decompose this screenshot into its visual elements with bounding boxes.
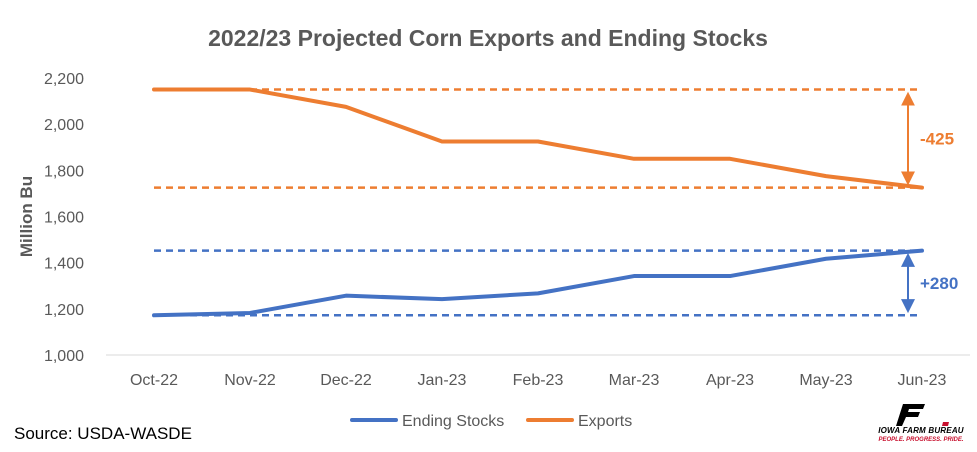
iowa-farm-bureau-logo: IOWA FARM BUREAU PEOPLE. PROGRESS. PRIDE… (873, 402, 969, 450)
legend-label: Exports (578, 413, 632, 430)
y-tick-label: 1,200 (44, 302, 84, 319)
change-annotation: +280 (920, 274, 958, 293)
y-tick-label: 2,000 (44, 117, 84, 134)
y-tick-label: 1,800 (44, 163, 84, 180)
x-tick-label: Feb-23 (513, 372, 564, 389)
x-tick-label: Apr-23 (706, 372, 754, 389)
x-tick-label: Jun-23 (898, 372, 947, 389)
y-tick-label: 1,600 (44, 210, 84, 227)
y-tick-label: 1,400 (44, 256, 84, 273)
chart-title: 2022/23 Projected Corn Exports and Endin… (208, 25, 768, 51)
x-tick-label: Jan-23 (418, 372, 467, 389)
legend-label: Ending Stocks (402, 413, 504, 430)
series-line-exports (152, 87, 924, 190)
y-tick-label: 2,200 (44, 71, 84, 88)
x-tick-label: Nov-22 (224, 372, 276, 389)
x-tick-label: Mar-23 (609, 372, 660, 389)
x-tick-label: Dec-22 (320, 372, 372, 389)
y-tick-label: 1,000 (44, 348, 84, 365)
x-tick-label: Oct-22 (130, 372, 178, 389)
fb-logo-mark (896, 404, 949, 426)
series-line-ending-stocks (152, 248, 924, 318)
x-tick-label: May-23 (799, 372, 852, 389)
y-axis-label: Million Bu (17, 176, 36, 257)
logo-line1: IOWA FARM BUREAU (878, 426, 964, 435)
logo-line2: PEOPLE. PROGRESS. PRIDE. (878, 437, 964, 443)
source-note: Source: USDA-WASDE (14, 424, 192, 443)
change-annotation: -425 (920, 130, 954, 149)
